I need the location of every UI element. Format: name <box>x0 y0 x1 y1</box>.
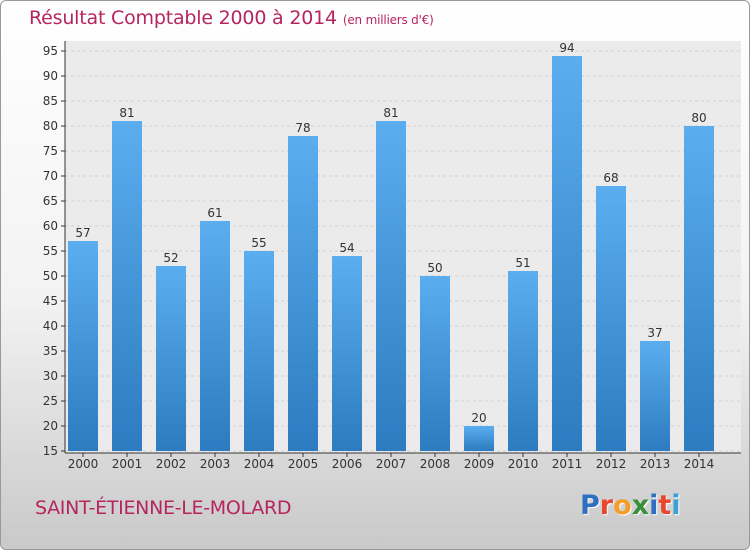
bar-2012 <box>596 186 626 451</box>
bar-2008 <box>420 276 450 451</box>
bar-2009 <box>464 426 494 451</box>
y-tick-label: 55 <box>43 244 58 258</box>
value-label: 37 <box>647 326 662 340</box>
value-label: 81 <box>119 106 134 120</box>
logo-letter: i <box>649 490 659 521</box>
value-label: 80 <box>691 111 706 125</box>
bars <box>68 56 714 451</box>
y-tick-label: 70 <box>43 169 58 183</box>
x-tick-label: 2011 <box>552 457 583 471</box>
logo-letter: r <box>599 490 614 521</box>
bar-2011 <box>552 56 582 451</box>
bar-2003 <box>200 221 230 451</box>
y-tick-label: 95 <box>43 44 58 58</box>
logo-letter: t <box>658 490 672 521</box>
x-tick-label: 2008 <box>420 457 451 471</box>
value-label: 20 <box>471 411 486 425</box>
x-tick-label: 2002 <box>156 457 187 471</box>
value-label: 57 <box>75 226 90 240</box>
logo-letter: o <box>613 490 632 521</box>
chart-title: Résultat Comptable 2000 à 2014 (en millie… <box>29 7 434 29</box>
x-tick-label: 2007 <box>376 457 407 471</box>
value-label: 81 <box>383 106 398 120</box>
axes: 15 20 25 30 35 40 45 50 55 60 65 70 75 80 85 90 95 2000 20… <box>43 41 741 471</box>
value-label: 54 <box>339 241 354 255</box>
value-label: 78 <box>295 121 310 135</box>
value-label: 68 <box>603 171 618 185</box>
x-tick-label: 2009 <box>464 457 495 471</box>
x-tick-label: 2010 <box>508 457 539 471</box>
y-tick-label: 65 <box>43 194 58 208</box>
bar-2005 <box>288 136 318 451</box>
value-label: 55 <box>251 236 266 250</box>
town-name: SAINT-ÉTIENNE-LE-MOLARD <box>35 497 292 519</box>
bar-2007 <box>376 121 406 451</box>
x-tick-label: 2005 <box>288 457 319 471</box>
logo-letter: P <box>580 490 600 521</box>
bar-2002 <box>156 266 186 451</box>
x-tick-label: 2003 <box>200 457 231 471</box>
bar-2010 <box>508 271 538 451</box>
bar-2000 <box>68 241 98 451</box>
bar-2006 <box>332 256 362 451</box>
y-tick-label: 20 <box>43 419 58 433</box>
y-tick-label: 25 <box>43 394 58 408</box>
x-tick-label: 2014 <box>684 457 715 471</box>
y-tick-label: 35 <box>43 344 58 358</box>
y-tick-label: 75 <box>43 144 58 158</box>
x-tick-label: 2012 <box>596 457 627 471</box>
y-tick-label: 80 <box>43 119 58 133</box>
bar-2013 <box>640 341 670 451</box>
y-tick-label: 90 <box>43 69 58 83</box>
y-tick-label: 40 <box>43 319 58 333</box>
logo-letter: i <box>671 490 681 521</box>
y-tick-label: 85 <box>43 94 58 108</box>
x-tick-label: 2004 <box>244 457 275 471</box>
chart-subtitle: (en milliers d'€) <box>342 13 434 27</box>
value-label: 61 <box>207 206 222 220</box>
y-tick-label: 15 <box>43 444 58 458</box>
value-label: 52 <box>163 251 178 265</box>
y-tick-label: 30 <box>43 369 58 383</box>
x-tick-label: 2013 <box>640 457 671 471</box>
y-tick-label: 60 <box>43 219 58 233</box>
x-tick-label: 2006 <box>332 457 363 471</box>
logo-letter: x <box>631 490 650 521</box>
bar-2001 <box>112 121 142 451</box>
value-label: 51 <box>515 256 530 270</box>
x-tick-label: 2001 <box>112 457 143 471</box>
bar-2014 <box>684 126 714 451</box>
title-text: Résultat Comptable 2000 à 2014 <box>29 7 337 29</box>
value-labels: 57 81 52 61 55 78 54 81 50 20 51 94 68 37 80 <box>75 41 706 425</box>
value-label: 50 <box>427 261 442 275</box>
value-label: 94 <box>559 41 574 55</box>
proxiti-logo: Proxiti <box>580 490 681 521</box>
bar-2004 <box>244 251 274 451</box>
y-tick-label: 45 <box>43 294 58 308</box>
y-tick-label: 50 <box>43 269 58 283</box>
x-tick-label: 2000 <box>68 457 99 471</box>
